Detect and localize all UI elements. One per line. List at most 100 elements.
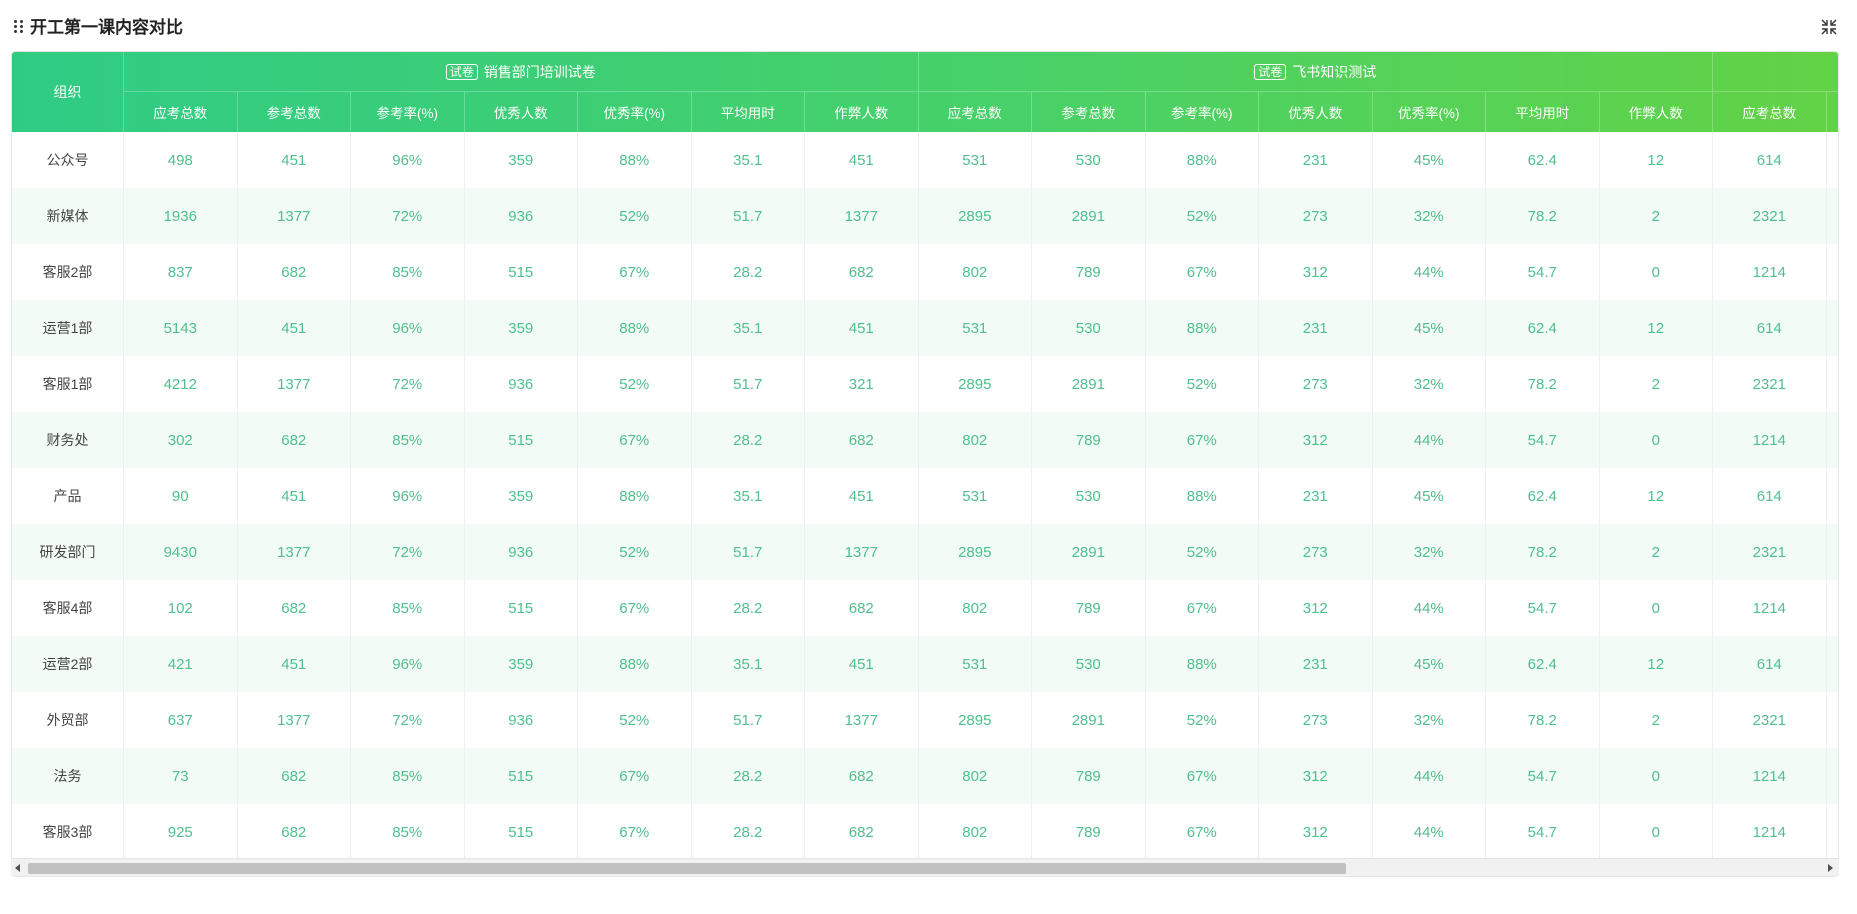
value-cell: 52% bbox=[578, 188, 692, 244]
value-cell: 0 bbox=[1600, 244, 1713, 300]
column-header[interactable]: 优秀率(%) bbox=[578, 92, 692, 132]
value-cell: 231 bbox=[1259, 468, 1373, 524]
value-cell: 802 bbox=[919, 748, 1032, 804]
value-cell: 88% bbox=[578, 132, 692, 188]
value-cell: 96% bbox=[351, 468, 465, 524]
value-cell: 32% bbox=[1373, 524, 1486, 580]
value-cell: 451 bbox=[805, 636, 919, 692]
column-header[interactable]: 优秀人数 bbox=[1259, 92, 1373, 132]
value-cell: 802 bbox=[919, 412, 1032, 468]
value-cell: 515 bbox=[465, 580, 578, 636]
value-cell: 682 bbox=[238, 412, 351, 468]
column-header[interactable]: 参考率(%) bbox=[1146, 92, 1259, 132]
table-row: 法务 73 682 85% 515 67% 28.2 682 802 789 67% 312 44% 54… bbox=[12, 748, 1838, 804]
value-cell: 451 bbox=[238, 468, 351, 524]
org-cell: 财务处 bbox=[12, 412, 124, 468]
value-cell: 28.2 bbox=[692, 244, 805, 300]
value-cell: 78.2 bbox=[1486, 524, 1600, 580]
column-header[interactable]: 作弊人数 bbox=[805, 92, 919, 132]
value-cell: 1377 bbox=[805, 524, 919, 580]
value-cell: 78.2 bbox=[1486, 692, 1600, 748]
value-cell: 52% bbox=[1146, 356, 1259, 412]
value-cell: 2891 bbox=[1032, 188, 1146, 244]
scroll-left-icon[interactable] bbox=[15, 864, 20, 872]
column-header[interactable]: 平均用时 bbox=[692, 92, 805, 132]
value-cell: 531 bbox=[919, 132, 1032, 188]
table-row: 运营2部 421 451 96% 359 88% 35.1 451 531 530 88% 231 45… bbox=[12, 636, 1838, 692]
value-cell: 682 bbox=[238, 244, 351, 300]
column-header[interactable]: 优秀人数 bbox=[465, 92, 578, 132]
value-cell: 45% bbox=[1373, 300, 1486, 356]
value-cell: 54.7 bbox=[1486, 244, 1600, 300]
table-row: 客服2部 837 682 85% 515 67% 28.2 682 802 789 67% 312 44… bbox=[12, 244, 1838, 300]
column-header[interactable]: 作弊人数 bbox=[1600, 92, 1713, 132]
table-row: 客服3部 925 682 85% 515 67% 28.2 682 802 789 67% 312 44… bbox=[12, 804, 1838, 860]
group-header-partial bbox=[1713, 52, 1838, 92]
group-header-1: 试卷 飞书知识测试 bbox=[918, 52, 1713, 92]
collapse-icon[interactable] bbox=[1820, 18, 1838, 36]
horizontal-scrollbar[interactable] bbox=[11, 858, 1839, 876]
value-cell: 78.2 bbox=[1486, 356, 1600, 412]
value-cell: 12 bbox=[1600, 132, 1713, 188]
org-cell: 研发部门 bbox=[12, 524, 124, 580]
value-cell: 85% bbox=[351, 804, 465, 860]
value-cell: 2321 bbox=[1713, 524, 1827, 580]
value-cell: 614 bbox=[1713, 132, 1827, 188]
column-header[interactable]: 应考总数 bbox=[919, 92, 1032, 132]
value-cell: 530 bbox=[1032, 636, 1146, 692]
value-cell: 2891 bbox=[1032, 692, 1146, 748]
table-row: 客服4部 102 682 85% 515 67% 28.2 682 802 789 67% 312 44… bbox=[12, 580, 1838, 636]
value-cell: 54.7 bbox=[1486, 748, 1600, 804]
value-cell: 45% bbox=[1373, 636, 1486, 692]
value-cell: 52% bbox=[1146, 524, 1259, 580]
value-cell: 789 bbox=[1032, 412, 1146, 468]
column-header[interactable]: 参考总数 bbox=[238, 92, 351, 132]
column-header[interactable]: 优秀率(%) bbox=[1373, 92, 1486, 132]
scroll-thumb[interactable] bbox=[28, 863, 1346, 874]
value-cell: 1377 bbox=[805, 188, 919, 244]
table-header: 组织 试卷 销售部门培训试卷 试卷 飞书知识测试 应考总数 参考总数 参考率(%) 优秀人数优… bbox=[12, 52, 1838, 132]
value-cell: 62.4 bbox=[1486, 300, 1600, 356]
value-cell: 67% bbox=[1146, 580, 1259, 636]
column-header[interactable]: 应考总数 bbox=[124, 92, 238, 132]
value-cell: 67% bbox=[578, 804, 692, 860]
value-cell: 614 bbox=[1713, 300, 1827, 356]
value-cell: 28.2 bbox=[692, 412, 805, 468]
value-cell: 802 bbox=[919, 244, 1032, 300]
column-header[interactable]: 参考率(%) bbox=[351, 92, 465, 132]
value-cell: 451 bbox=[805, 300, 919, 356]
column-header[interactable]: 参考总数 bbox=[1032, 92, 1146, 132]
value-cell: 51.7 bbox=[692, 524, 805, 580]
scroll-right-icon[interactable] bbox=[1828, 864, 1833, 872]
value-cell: 67% bbox=[578, 748, 692, 804]
value-cell: 51.7 bbox=[692, 692, 805, 748]
page-title: 开工第一课内容对比 bbox=[30, 18, 183, 37]
value-cell: 67% bbox=[578, 244, 692, 300]
value-cell: 451 bbox=[238, 132, 351, 188]
column-header[interactable]: 应考总数 bbox=[1713, 92, 1827, 132]
value-cell: 52% bbox=[578, 524, 692, 580]
value-cell: 67% bbox=[1146, 748, 1259, 804]
org-cell: 客服4部 bbox=[12, 580, 124, 636]
value-cell: 802 bbox=[919, 804, 1032, 860]
value-cell: 88% bbox=[578, 636, 692, 692]
value-cell: 45% bbox=[1373, 468, 1486, 524]
value-cell: 302 bbox=[124, 412, 238, 468]
exam-tag: 试卷 bbox=[445, 63, 478, 80]
table-row: 公众号 498 451 96% 359 88% 35.1 451 531 530 88% 231 45%… bbox=[12, 132, 1838, 188]
value-cell: 52% bbox=[1146, 188, 1259, 244]
value-cell: 515 bbox=[465, 748, 578, 804]
value-cell: 2895 bbox=[919, 692, 1032, 748]
column-header[interactable]: 平均用时 bbox=[1486, 92, 1600, 132]
value-cell: 359 bbox=[465, 468, 578, 524]
table-row: 运营1部 5143 451 96% 359 88% 35.1 451 531 530 88% 231 4… bbox=[12, 300, 1838, 356]
drag-handle-icon[interactable] bbox=[14, 20, 24, 34]
value-cell: 614 bbox=[1713, 636, 1827, 692]
value-cell: 28.2 bbox=[692, 804, 805, 860]
value-cell: 85% bbox=[351, 244, 465, 300]
value-cell: 312 bbox=[1259, 244, 1373, 300]
value-cell: 231 bbox=[1259, 636, 1373, 692]
value-cell: 837 bbox=[124, 244, 238, 300]
value-cell: 96% bbox=[351, 300, 465, 356]
value-cell: 682 bbox=[805, 412, 919, 468]
